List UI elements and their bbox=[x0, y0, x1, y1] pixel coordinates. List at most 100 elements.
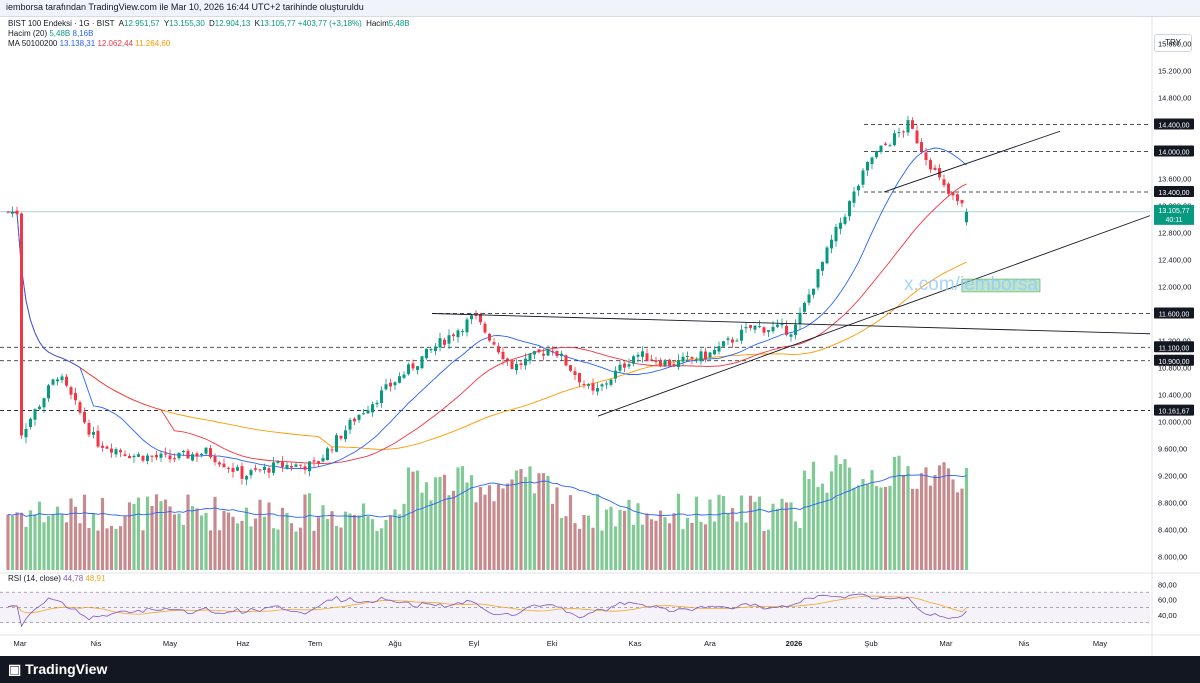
volume-bar bbox=[456, 467, 460, 570]
volume-bar bbox=[681, 529, 685, 570]
volume-bar bbox=[838, 464, 843, 570]
candle-body bbox=[861, 170, 865, 185]
price-chart[interactable]: 15.600,00 15.200,00 14.800,00 14.400,00 14.0… bbox=[0, 17, 1200, 656]
currency-button[interactable]: TRY bbox=[1154, 34, 1192, 52]
volume-bar bbox=[924, 467, 928, 570]
candle-body bbox=[272, 462, 275, 473]
candle-body bbox=[699, 351, 703, 362]
legend-ma[interactable]: MA 50100200 13.138,31 12.062,44 11.264,6… bbox=[8, 39, 170, 48]
candle-body bbox=[776, 324, 779, 327]
volume-bar bbox=[856, 485, 861, 570]
candle-body bbox=[182, 450, 185, 453]
candle-body bbox=[110, 448, 113, 453]
volume-bar bbox=[78, 523, 82, 570]
candle-body bbox=[942, 179, 946, 186]
candle-body bbox=[870, 157, 874, 165]
candle-body bbox=[236, 467, 239, 471]
candle-body bbox=[357, 414, 361, 420]
volume-bar bbox=[289, 523, 294, 570]
candle-body bbox=[735, 340, 739, 342]
candle-body bbox=[227, 467, 230, 469]
candle-body bbox=[384, 384, 388, 390]
price-tick-label: 12.800,00 bbox=[1158, 229, 1191, 238]
candle-body bbox=[825, 247, 829, 264]
trendline-descending bbox=[431, 313, 1151, 335]
candle-body bbox=[618, 364, 622, 371]
time-tick-label: Ara bbox=[704, 639, 717, 648]
volume-bar bbox=[370, 519, 375, 570]
rsi-ma-value: 48,91 bbox=[85, 574, 106, 583]
volume-bar bbox=[618, 509, 622, 570]
volume-bar bbox=[793, 521, 798, 570]
volume-bar bbox=[577, 528, 582, 570]
volume-bar bbox=[168, 506, 172, 570]
candle-body bbox=[51, 379, 55, 385]
trendline-ascending bbox=[597, 215, 1151, 417]
candle-body bbox=[879, 145, 883, 152]
candle-body bbox=[947, 183, 950, 194]
candle-body bbox=[123, 454, 127, 456]
volume-bar bbox=[253, 518, 258, 570]
volume-bar bbox=[658, 510, 663, 570]
candle-body bbox=[762, 327, 766, 333]
candle-body bbox=[258, 469, 262, 471]
symbol-label[interactable]: BIST 100 Endeksi · 1G · BIST bbox=[8, 19, 115, 28]
volume-ind-label: Hacim (20) bbox=[8, 29, 48, 38]
candle-body bbox=[524, 358, 527, 366]
volume-bar bbox=[33, 514, 37, 570]
volume-bar bbox=[825, 492, 829, 570]
candle-body bbox=[33, 409, 37, 420]
volume-bar bbox=[357, 515, 361, 570]
volume-bar bbox=[87, 528, 91, 570]
candle-body bbox=[686, 355, 689, 357]
volume-bar bbox=[42, 522, 46, 570]
candle-body bbox=[551, 351, 554, 353]
level-label-badge: 10.161,67 bbox=[1154, 404, 1194, 416]
volume-bar bbox=[181, 525, 186, 570]
volume-bar bbox=[627, 499, 631, 570]
price-tick-label: 8.400,00 bbox=[1158, 526, 1187, 535]
candle-body bbox=[578, 373, 581, 383]
volume-bar bbox=[411, 471, 415, 570]
legend-volume[interactable]: Hacim (20) 5,48B 8,16B bbox=[8, 29, 93, 38]
volume-bar bbox=[420, 492, 424, 570]
volume-bar bbox=[393, 509, 397, 570]
low-value: 12.904,13 bbox=[214, 19, 251, 28]
candle-body bbox=[407, 364, 410, 375]
volume-bar bbox=[514, 470, 519, 570]
candle-body bbox=[848, 201, 851, 217]
volume-bar bbox=[757, 496, 762, 570]
candle-body bbox=[308, 461, 311, 472]
volume-bar bbox=[955, 492, 960, 570]
volume-bar bbox=[438, 476, 442, 570]
volume-bar bbox=[483, 494, 487, 570]
volume-bar bbox=[163, 499, 168, 570]
volume-bar bbox=[582, 514, 586, 570]
volume-bar bbox=[298, 527, 303, 570]
volume-bar bbox=[73, 506, 78, 570]
volume-bar bbox=[501, 488, 505, 570]
volume-bar bbox=[60, 514, 64, 570]
volume-bar bbox=[415, 470, 420, 570]
vol-value: 5,48B bbox=[388, 19, 410, 28]
candle-body bbox=[587, 384, 590, 386]
close-label: K bbox=[254, 19, 260, 28]
candle-body bbox=[528, 353, 532, 361]
price-tick-label: 9.600,00 bbox=[1158, 445, 1187, 454]
candle-body bbox=[240, 466, 244, 479]
level-label-badge: 11.600,00 bbox=[1154, 307, 1194, 319]
change-value: +403,77 (+3,18%) bbox=[297, 19, 362, 28]
legend-rsi[interactable]: RSI (14, close) 44,78 48,91 bbox=[8, 574, 105, 583]
candle-body bbox=[267, 468, 271, 473]
candle-body bbox=[339, 435, 343, 439]
volume-bar bbox=[906, 466, 910, 570]
level-label-badge: 11.100,00 bbox=[1154, 341, 1194, 353]
volume-bar bbox=[51, 514, 55, 570]
candle-body bbox=[393, 382, 397, 386]
volume-bar bbox=[474, 502, 478, 570]
volume-bar bbox=[865, 483, 870, 570]
high-value: 13.155,30 bbox=[169, 19, 205, 28]
volume-bar bbox=[640, 524, 645, 570]
tradingview-logo[interactable]: ▣ TradingView bbox=[8, 661, 108, 677]
candle-body bbox=[119, 450, 122, 453]
